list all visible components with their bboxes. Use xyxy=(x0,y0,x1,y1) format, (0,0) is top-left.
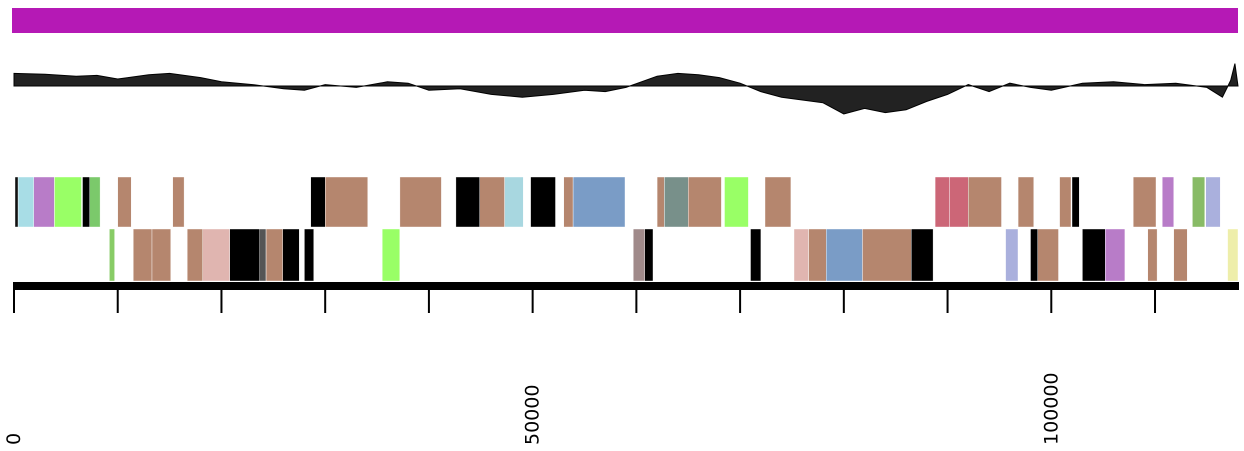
reverse-gene xyxy=(382,228,401,282)
axis-line xyxy=(13,282,1239,290)
forward-gene xyxy=(572,176,626,228)
axis-tick-label: 50000 xyxy=(522,385,544,445)
forward-gene xyxy=(968,176,1002,228)
forward-gene xyxy=(656,176,665,228)
reverse-gene xyxy=(793,228,809,282)
forward-gene xyxy=(764,176,792,228)
forward-gene xyxy=(455,176,480,228)
forward-gene xyxy=(479,176,505,228)
forward-gene xyxy=(530,176,556,228)
reverse-gene xyxy=(1173,228,1188,282)
forward-gene xyxy=(949,176,969,228)
reverse-gene xyxy=(1082,228,1106,282)
reverse-gene xyxy=(1147,228,1158,282)
reverse-gene xyxy=(282,228,300,282)
forward-strand-genes xyxy=(14,176,1221,228)
reverse-gene xyxy=(862,228,912,282)
reverse-gene xyxy=(826,228,863,282)
axis-tick-label: 0 xyxy=(3,433,25,445)
reverse-gene xyxy=(808,228,827,282)
forward-gene xyxy=(688,176,722,228)
axis-tick-label: 100000 xyxy=(1040,372,1062,445)
reverse-gene xyxy=(229,228,261,282)
reverse-gene xyxy=(109,228,115,282)
forward-gene xyxy=(1071,176,1080,228)
reverse-strand-genes xyxy=(109,228,1239,282)
gc-skew-track xyxy=(13,63,1239,115)
reverse-gene xyxy=(259,228,267,282)
reverse-gene xyxy=(133,228,153,282)
forward-gene xyxy=(664,176,689,228)
position-axis: 0 50000 100000 xyxy=(3,282,1239,445)
reverse-gene xyxy=(633,228,645,282)
reverse-gene xyxy=(750,228,762,282)
forward-gene xyxy=(504,176,524,228)
forward-gene xyxy=(1205,176,1221,228)
reverse-gene xyxy=(186,228,203,282)
reverse-gene xyxy=(304,228,314,282)
forward-gene xyxy=(54,176,82,228)
forward-gene xyxy=(325,176,368,228)
gc-skew-area xyxy=(13,63,1239,115)
forward-gene xyxy=(934,176,950,228)
forward-gene xyxy=(399,176,442,228)
forward-gene xyxy=(1162,176,1174,228)
forward-gene xyxy=(724,176,749,228)
forward-gene xyxy=(14,176,19,228)
reverse-gene xyxy=(1227,228,1239,282)
gc-content-band xyxy=(12,8,1238,33)
forward-gene xyxy=(17,176,34,228)
gc-band-bar xyxy=(12,8,1238,33)
forward-gene xyxy=(1192,176,1206,228)
reverse-gene xyxy=(265,228,283,282)
reverse-gene xyxy=(1104,228,1126,282)
forward-gene xyxy=(1059,176,1072,228)
reverse-gene xyxy=(202,228,231,282)
forward-gene xyxy=(1017,176,1034,228)
reverse-gene xyxy=(1037,228,1059,282)
forward-gene xyxy=(172,176,185,228)
forward-gene xyxy=(1132,176,1157,228)
forward-gene xyxy=(310,176,326,228)
forward-gene xyxy=(82,176,91,228)
reverse-gene xyxy=(644,228,654,282)
forward-gene xyxy=(89,176,101,228)
reverse-gene xyxy=(1005,228,1019,282)
forward-gene xyxy=(563,176,574,228)
reverse-gene xyxy=(1030,228,1039,282)
reverse-gene xyxy=(911,228,934,282)
forward-gene xyxy=(117,176,132,228)
forward-gene xyxy=(33,176,55,228)
reverse-gene xyxy=(151,228,171,282)
